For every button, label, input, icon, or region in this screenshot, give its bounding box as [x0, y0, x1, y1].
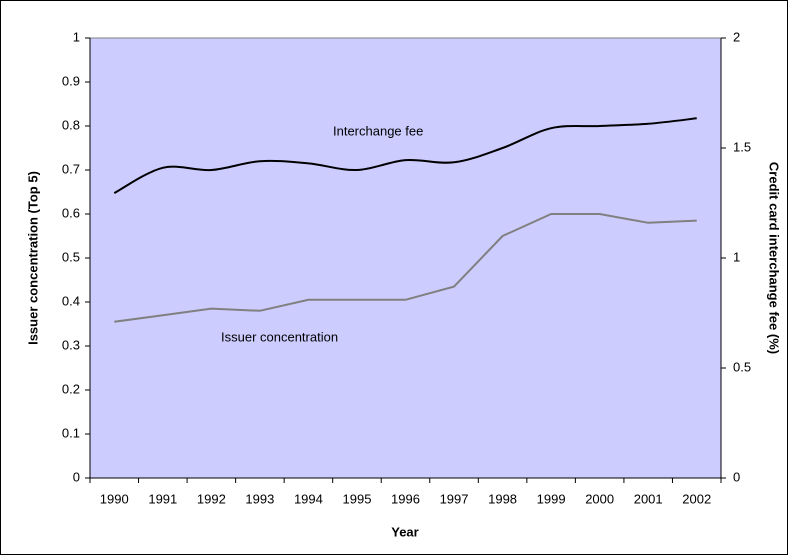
- x-tick-label: 1992: [197, 491, 226, 506]
- x-tick-label: 1997: [440, 491, 469, 506]
- y2-axis-title: Credit card interchange fee (%): [767, 162, 782, 354]
- y-tick-label: 0: [73, 469, 80, 484]
- y2-tick-label: 2: [733, 29, 740, 44]
- y2-tick-label: 0.5: [733, 359, 751, 374]
- x-tick-label: 1990: [100, 491, 129, 506]
- x-tick-label: 1994: [294, 491, 323, 506]
- x-tick-label: 2002: [682, 491, 711, 506]
- y-tick-label: 0.8: [62, 117, 80, 132]
- x-tick-label: 2001: [634, 491, 663, 506]
- y2-tick-label: 0: [733, 469, 740, 484]
- y-tick-label: 0.2: [62, 381, 80, 396]
- y-axis-title: Issuer concentration (Top 5): [25, 171, 40, 345]
- x-tick-label: 1993: [245, 491, 274, 506]
- line-series: [114, 213, 697, 323]
- y2-tick-label: 1.5: [733, 139, 751, 154]
- y-tick-label: 0.1: [62, 425, 80, 440]
- y-tick-label: 0.9: [62, 73, 80, 88]
- x-tick-label: 1998: [488, 491, 517, 506]
- plot-area: [89, 37, 722, 479]
- y2-tick-label: 1: [733, 249, 740, 264]
- y-tick-label: 0.7: [62, 161, 80, 176]
- y-tick-label: 0.3: [62, 337, 80, 352]
- y-tick-label: 0.6: [62, 205, 80, 220]
- y-tick-label: 0.5: [62, 249, 80, 264]
- x-axis-title: Year: [391, 524, 418, 539]
- x-tick-label: 1991: [148, 491, 177, 506]
- x-tick-label: 1996: [391, 491, 420, 506]
- x-tick-label: 2000: [585, 491, 614, 506]
- y-tick-label: 0.4: [62, 293, 80, 308]
- line-series: [113, 117, 697, 194]
- x-tick-label: 1999: [537, 491, 566, 506]
- x-tick-label: 1995: [343, 491, 372, 506]
- series-label: Interchange fee: [333, 123, 423, 138]
- series-label: Issuer concentration: [221, 329, 338, 344]
- y-tick-label: 1: [73, 29, 80, 44]
